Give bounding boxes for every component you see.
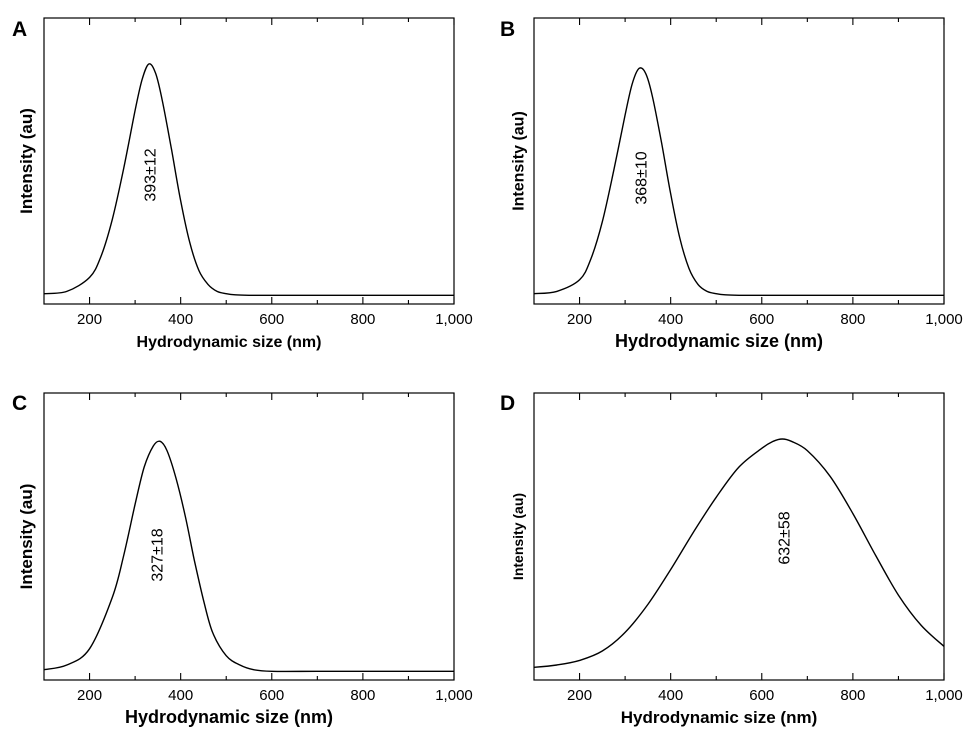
panel-letter: C — [12, 392, 27, 415]
chart-panel-c: 200 400 600 800 1,000 C Intensity (au) Hydrodyn… — [12, 392, 473, 727]
x-tick-label: 200 — [567, 311, 592, 328]
peak-annotation: 632±58 — [777, 511, 794, 564]
x-tick-label: 1,000 — [925, 687, 963, 704]
x-tick-label: 400 — [658, 687, 683, 704]
plot-frame — [533, 392, 945, 681]
x-axis-label: Hydrodynamic size (nm) — [137, 334, 322, 351]
y-axis-label: Intensity (au) — [511, 111, 528, 211]
peak-annotation: 368±10 — [634, 151, 651, 204]
x-tick-label: 200 — [77, 311, 102, 328]
x-axis-label: Hydrodynamic size (nm) — [621, 708, 818, 727]
x-tick-label: 200 — [567, 687, 592, 704]
x-axis-label: Hydrodynamic size (nm) — [615, 331, 823, 351]
panel-letter: A — [12, 18, 27, 41]
plot-frame — [533, 17, 945, 305]
chart-panel-d: 200 400 600 800 1,000 D Intensity (au) Hydrodyn… — [500, 392, 963, 727]
x-tick-label: 600 — [749, 311, 774, 328]
x-tick-label: 1,000 — [435, 687, 473, 704]
size-distribution-line — [533, 438, 945, 668]
x-tick-label: 400 — [658, 311, 683, 328]
x-tick-label: 1,000 — [435, 311, 473, 328]
size-distribution-line — [43, 63, 454, 297]
peak-annotation: 327±18 — [150, 528, 167, 581]
y-axis-label: Intensity (au) — [17, 108, 36, 214]
x-tick-label: 600 — [749, 687, 774, 704]
x-tick-label: 800 — [350, 311, 375, 328]
x-tick-label: 400 — [168, 311, 193, 328]
peak-annotation: 393±12 — [143, 148, 160, 201]
x-tick-label: 800 — [840, 687, 865, 704]
x-tick-label: 1,000 — [925, 311, 963, 328]
chart-panel-b: 200 400 600 800 1,000 B Intensity (au) Hydrodyn… — [500, 17, 963, 351]
size-distribution-line — [43, 440, 454, 673]
x-tick-label: 200 — [77, 687, 102, 704]
panel-letter: D — [500, 392, 515, 415]
size-distribution-line — [533, 67, 944, 297]
x-tick-label: 800 — [840, 311, 865, 328]
plot-frame — [43, 392, 455, 681]
y-axis-label: Intensity (au) — [17, 484, 36, 590]
x-tick-label: 600 — [259, 687, 284, 704]
x-tick-label: 600 — [259, 311, 284, 328]
x-axis-label: Hydrodynamic size (nm) — [125, 707, 333, 727]
x-tick-label: 400 — [168, 687, 193, 704]
panel-letter: B — [500, 18, 515, 41]
chart-panel-a: 200 400 600 800 1,000 A Intensity (au) Hydrodyn… — [12, 17, 473, 351]
y-axis-label: Intensity (au) — [510, 493, 526, 580]
x-tick-label: 800 — [350, 687, 375, 704]
plot-frame — [43, 17, 455, 305]
